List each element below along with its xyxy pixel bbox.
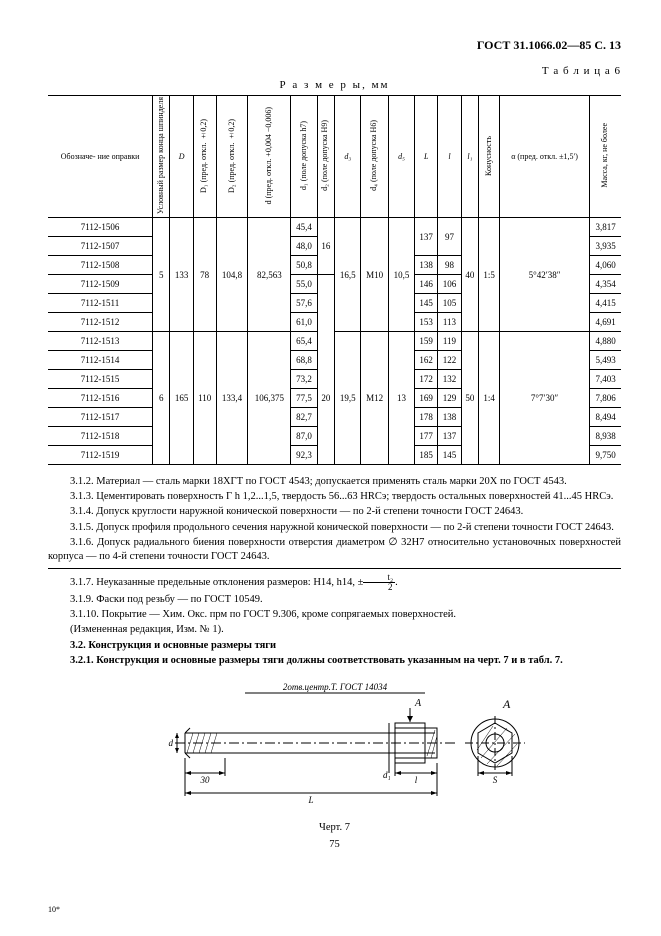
document-header: ГОСТ 31.1066.02—85 С. 13 bbox=[48, 38, 621, 53]
note: 3.1.10. Покрытие — Хим. Окс. прм по ГОСТ… bbox=[48, 608, 621, 622]
svg-text:A: A bbox=[502, 697, 511, 711]
col-d2: d₂ (поле допуска H9) bbox=[317, 96, 335, 218]
svg-text:l: l bbox=[414, 775, 417, 785]
svg-text:30: 30 bbox=[199, 775, 210, 785]
svg-text:d: d bbox=[168, 738, 173, 748]
table-number: Т а б л и ц а 6 bbox=[48, 65, 621, 77]
col-l: l bbox=[438, 96, 461, 218]
svg-text:L: L bbox=[307, 795, 313, 805]
dimensions-table: Обозначе- ние оправки Условный размер ко… bbox=[48, 95, 621, 465]
drawing-chert-7: 2отв.центр.Т. ГОСТ 14034 bbox=[125, 678, 545, 818]
table-row: 7112-1506 5 133 78 104,8 82,563 45,4 16 … bbox=[48, 218, 621, 237]
col-usz: Условный размер конца шпинделя bbox=[153, 96, 170, 218]
col-d1: d₁ (поле допуска h7) bbox=[291, 96, 317, 218]
col-kon: Конусность bbox=[479, 96, 500, 218]
col-d5: d₅ bbox=[388, 96, 414, 218]
svg-text:2отв.центр.Т. ГОСТ 14034: 2отв.центр.Т. ГОСТ 14034 bbox=[282, 682, 387, 692]
col-d4: d₄ (поле допуска H6) bbox=[361, 96, 389, 218]
col-D2: D₂ (пред. откл. ±0,2) bbox=[216, 96, 248, 218]
note-heading: 3.2.1. Конструкция и основные размеры тя… bbox=[48, 654, 621, 668]
note: 3.2. Конструкция и основные размеры тяги bbox=[48, 639, 621, 653]
col-L: L bbox=[415, 96, 438, 218]
col-D: D bbox=[170, 96, 193, 218]
col-mass: Масса, кг, не более bbox=[590, 96, 621, 218]
notes-block: 3.1.2. Материал — сталь марки 18ХГТ по Г… bbox=[48, 475, 621, 668]
note: 3.1.5. Допуск профиля продольного сечени… bbox=[48, 521, 621, 535]
col-d: d (пред. откл. +0,004 −0,006) bbox=[248, 96, 291, 218]
page-number: 75 bbox=[48, 839, 621, 850]
col-l1: l₁ bbox=[461, 96, 479, 218]
svg-text:S: S bbox=[492, 775, 497, 785]
note: 3.1.6. Допуск радиального биения поверхн… bbox=[48, 536, 621, 564]
table-row: 7112-1513 6 165 110 133,4 106,375 65,4 2… bbox=[48, 332, 621, 351]
note: 3.1.2. Материал — сталь марки 18ХГТ по Г… bbox=[48, 475, 621, 489]
svg-text:A: A bbox=[414, 698, 422, 709]
note: (Измененная редакция, Изм. № 1). bbox=[48, 623, 621, 637]
note: 3.1.7. Неуказанные предельные отклонения… bbox=[48, 573, 621, 592]
footer-mark: 10* bbox=[48, 905, 60, 914]
col-alpha: α (пред. откл. ±1,5′) bbox=[499, 96, 589, 218]
note: 3.1.3. Цементировать поверхность Г h 1,2… bbox=[48, 490, 621, 504]
table-title: Р а з м е р ы, мм bbox=[48, 79, 621, 91]
col-d3: d₃ bbox=[335, 96, 361, 218]
note: 3.1.4. Допуск круглости наружной коничес… bbox=[48, 505, 621, 519]
col-code: Обозначе- ние оправки bbox=[48, 96, 153, 218]
note: 3.1.9. Фаски под резьбу — по ГОСТ 10549. bbox=[48, 593, 621, 607]
diagram-caption: Черт. 7 bbox=[48, 822, 621, 833]
col-D1: D₁ (пред. откл. ±0,2) bbox=[193, 96, 216, 218]
